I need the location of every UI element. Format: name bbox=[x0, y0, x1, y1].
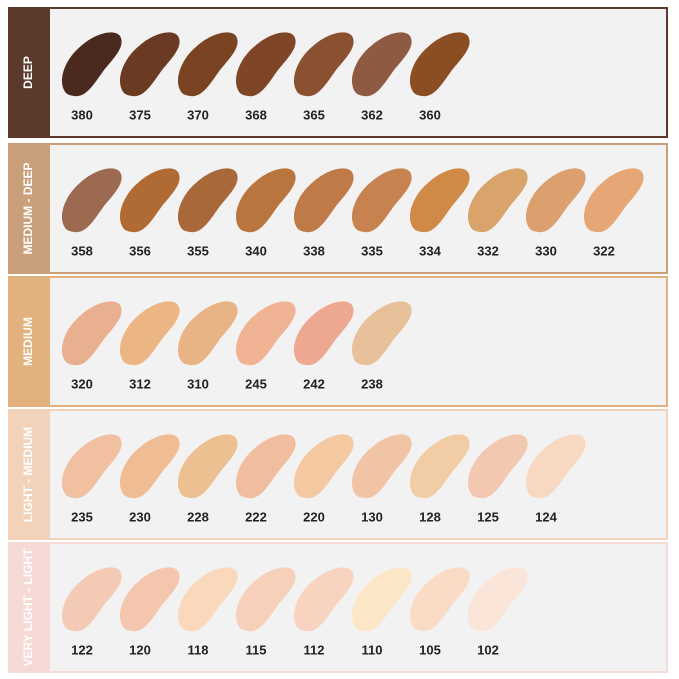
swatch bbox=[61, 32, 122, 97]
shade-code: 330 bbox=[535, 243, 557, 258]
shade-code: 310 bbox=[187, 376, 209, 391]
shade-code: 245 bbox=[245, 376, 267, 391]
shade-code: 370 bbox=[187, 107, 209, 122]
swatch bbox=[351, 32, 412, 97]
swatch bbox=[525, 434, 586, 499]
group-strip bbox=[8, 542, 50, 673]
shade-code: 362 bbox=[361, 107, 383, 122]
swatch bbox=[409, 168, 470, 233]
swatch bbox=[293, 168, 354, 233]
shade-code: 340 bbox=[245, 243, 267, 258]
swatch bbox=[61, 567, 122, 632]
shade-code: 375 bbox=[129, 107, 151, 122]
swatch bbox=[409, 434, 470, 499]
group-panel bbox=[8, 409, 668, 540]
group-panel bbox=[8, 7, 668, 138]
shade-code: 334 bbox=[419, 243, 441, 258]
shade-code: 235 bbox=[71, 509, 93, 524]
shade-code: 320 bbox=[71, 376, 93, 391]
shade-code: 124 bbox=[535, 509, 557, 524]
swatch bbox=[351, 301, 412, 366]
group-label: MEDIUM bbox=[21, 317, 35, 366]
group-strip bbox=[8, 7, 50, 138]
group-panel bbox=[8, 542, 668, 673]
swatch bbox=[119, 168, 180, 233]
swatch bbox=[235, 32, 296, 97]
shade-code: 110 bbox=[362, 642, 383, 657]
swatch bbox=[525, 168, 586, 233]
shade-code: 365 bbox=[303, 107, 325, 122]
shade-code: 222 bbox=[245, 509, 267, 524]
shade-code: 322 bbox=[593, 243, 615, 258]
group-label: VERY LIGHT - LIGHT bbox=[21, 548, 35, 667]
shade-code: 332 bbox=[477, 243, 499, 258]
shade-code: 115 bbox=[246, 642, 267, 657]
shade-code: 338 bbox=[303, 243, 325, 258]
shade-code: 228 bbox=[187, 509, 209, 524]
swatch bbox=[177, 32, 238, 97]
swatch bbox=[409, 32, 470, 97]
swatch bbox=[119, 567, 180, 632]
shade-code: 380 bbox=[71, 107, 93, 122]
shade-code: 238 bbox=[361, 376, 383, 391]
shade-code: 220 bbox=[303, 509, 325, 524]
swatch bbox=[293, 434, 354, 499]
shade-code: 112 bbox=[304, 642, 325, 657]
shade-code: 118 bbox=[188, 642, 209, 657]
shade-code: 312 bbox=[129, 376, 151, 391]
swatch bbox=[351, 168, 412, 233]
swatch bbox=[235, 567, 296, 632]
shade-code: 102 bbox=[477, 642, 499, 657]
swatch bbox=[351, 567, 412, 632]
swatch bbox=[235, 168, 296, 233]
shade-code: 242 bbox=[303, 376, 325, 391]
swatch bbox=[235, 301, 296, 366]
group-label: MEDIUM - DEEP bbox=[21, 162, 35, 254]
swatch bbox=[235, 434, 296, 499]
shade-code: 355 bbox=[187, 243, 209, 258]
swatch bbox=[351, 434, 412, 499]
group-panel bbox=[8, 276, 668, 407]
shade-code: 335 bbox=[361, 243, 383, 258]
swatch bbox=[119, 32, 180, 97]
group-label: DEEP bbox=[21, 56, 35, 89]
swatch bbox=[293, 32, 354, 97]
shade-code: 230 bbox=[129, 509, 151, 524]
swatch bbox=[467, 434, 528, 499]
group-strip bbox=[8, 409, 50, 540]
swatch bbox=[119, 434, 180, 499]
swatch bbox=[177, 434, 238, 499]
group-strip bbox=[8, 276, 50, 407]
shade-code: 360 bbox=[419, 107, 441, 122]
shade-code: 368 bbox=[245, 107, 267, 122]
swatch bbox=[467, 168, 528, 233]
shade-code: 356 bbox=[129, 243, 151, 258]
swatch bbox=[61, 434, 122, 499]
shade-code: 105 bbox=[419, 642, 441, 657]
swatch bbox=[293, 301, 354, 366]
group-label: LIGHT - MEDIUM bbox=[21, 427, 35, 522]
shade-code: 130 bbox=[361, 509, 383, 524]
swatch bbox=[177, 301, 238, 366]
swatch bbox=[409, 567, 470, 632]
shade-code: 128 bbox=[419, 509, 441, 524]
swatch bbox=[61, 168, 122, 233]
shade-code: 125 bbox=[477, 509, 499, 524]
shade-code: 122 bbox=[71, 642, 93, 657]
swatch bbox=[119, 301, 180, 366]
swatch bbox=[293, 567, 354, 632]
shade-code: 120 bbox=[129, 642, 151, 657]
group-panel bbox=[8, 143, 668, 274]
swatch bbox=[61, 301, 122, 366]
swatch bbox=[467, 567, 528, 632]
swatch bbox=[177, 567, 238, 632]
group-strip bbox=[8, 143, 50, 274]
swatch bbox=[177, 168, 238, 233]
shade-code: 358 bbox=[71, 243, 93, 258]
swatch bbox=[583, 168, 644, 233]
